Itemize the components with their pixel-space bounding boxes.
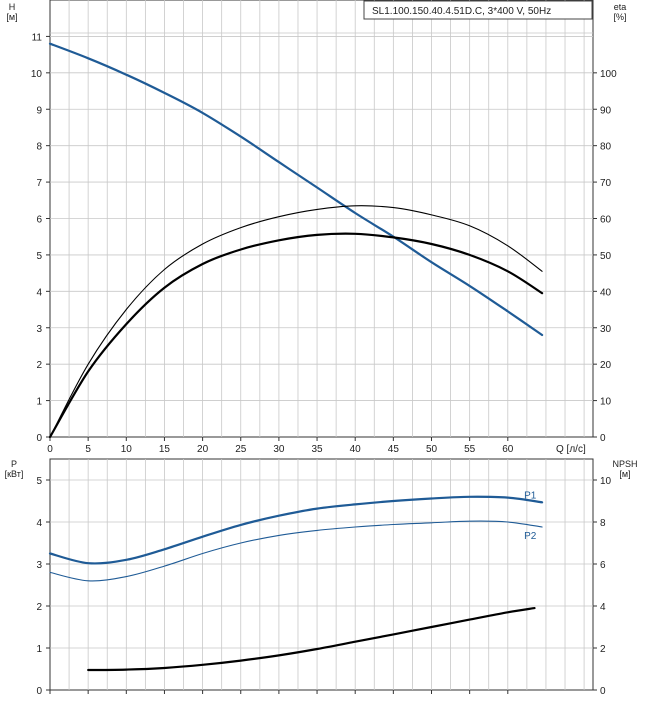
- head-efficiency-right-tick-label: 0: [600, 433, 606, 444]
- head-efficiency-left-tick-label: 10: [31, 69, 43, 80]
- head-efficiency-x-tick-label: 35: [311, 444, 323, 455]
- power-npsh-left-tick-label: 5: [36, 476, 42, 487]
- head-efficiency-right-tick-label: 10: [600, 397, 612, 408]
- power-npsh-right-tick-label: 8: [600, 518, 606, 529]
- head-efficiency-left-axis-unit: [м]: [6, 12, 17, 22]
- head-efficiency-x-tick-label: 40: [350, 444, 362, 455]
- head-efficiency-series-1-line: [49, 205, 543, 438]
- head-efficiency-x-tick-label: 50: [426, 444, 438, 455]
- head-efficiency-right-axis-title: eta: [614, 2, 627, 12]
- head-efficiency-x-tick-label: 10: [121, 444, 133, 455]
- power-npsh-right-tick-label: 10: [600, 476, 612, 487]
- head-efficiency-right-tick-label: 100: [600, 69, 617, 80]
- series-p1-label: P1: [524, 490, 537, 501]
- head-efficiency-x-tick-label: 20: [197, 444, 209, 455]
- head-efficiency-x-tick-label: 60: [502, 444, 514, 455]
- head-efficiency-left-tick-label: 4: [36, 287, 42, 298]
- power-npsh-left-axis-unit: [кВт]: [5, 469, 24, 479]
- head-efficiency-left-tick-label: 1: [36, 397, 42, 408]
- series-p1-line: [48, 495, 544, 565]
- head-efficiency-right-tick-label: 40: [600, 287, 612, 298]
- head-efficiency-x-axis-label: Q [л/с]: [556, 444, 586, 455]
- head-efficiency-left-axis-title: H: [9, 2, 16, 12]
- head-efficiency-left-tick-label: 8: [36, 142, 42, 153]
- series-p2-label: P2: [524, 531, 537, 542]
- power-npsh-right-tick-label: 2: [600, 644, 606, 655]
- head-efficiency-right-tick-label: 20: [600, 360, 612, 371]
- head-efficiency-right-tick-label: 90: [600, 105, 612, 116]
- head-efficiency-x-tick-label: 45: [388, 444, 400, 455]
- head-efficiency-right-tick-label: 50: [600, 251, 612, 262]
- head-efficiency-x-tick-label: 0: [47, 444, 53, 455]
- head-efficiency-x-tick-label: 25: [235, 444, 247, 455]
- head-efficiency-left-tick-label: 9: [36, 105, 42, 116]
- head-efficiency-x-tick-label: 55: [464, 444, 476, 455]
- power-npsh-right-tick-label: 6: [600, 560, 606, 571]
- head-efficiency-left-tick-label: 6: [36, 215, 42, 226]
- head-efficiency-series-2-line: [48, 232, 544, 439]
- head-efficiency-x-tick-label: 15: [159, 444, 171, 455]
- power-npsh-left-axis-title: P: [11, 459, 17, 469]
- head-efficiency-series-0-line: [48, 42, 544, 337]
- head-efficiency-right-tick-label: 30: [600, 324, 612, 335]
- head-efficiency-left-tick-label: 11: [32, 32, 43, 43]
- head-efficiency-x-tick-label: 5: [85, 444, 91, 455]
- power-npsh-left-tick-label: 1: [36, 644, 42, 655]
- head-efficiency-left-tick-label: 7: [36, 178, 42, 189]
- head-efficiency-right-tick-label: 80: [600, 142, 612, 153]
- power-npsh-right-axis-title: NPSH: [612, 459, 637, 469]
- power-npsh-left-tick-label: 4: [36, 518, 42, 529]
- head-efficiency-right-axis-unit: [%]: [613, 12, 626, 22]
- power-npsh-left-tick-label: 0: [36, 686, 42, 697]
- model-label-box: SL1.100.150.40.4.51D.C, 3*400 V, 50Hz: [363, 0, 593, 20]
- head-efficiency-left-tick-label: 5: [36, 251, 42, 262]
- power-npsh-left-tick-label: 2: [36, 602, 42, 613]
- model-label: SL1.100.150.40.4.51D.C, 3*400 V, 50Hz: [372, 6, 551, 17]
- head-efficiency-left-tick-label: 3: [36, 324, 42, 335]
- head-efficiency-left-tick-label: 2: [36, 360, 42, 371]
- power-npsh-right-tick-label: 0: [600, 686, 606, 697]
- head-efficiency-right-tick-label: 70: [600, 178, 612, 189]
- power-npsh-left-tick-label: 3: [36, 560, 42, 571]
- power-npsh-right-tick-label: 4: [600, 602, 606, 613]
- head-efficiency-x-tick-label: 30: [273, 444, 285, 455]
- head-efficiency-right-tick-label: 60: [600, 215, 612, 226]
- power-npsh-series-2-line: [87, 607, 536, 672]
- series-p2-line: [49, 520, 543, 582]
- power-npsh-plot-frame: [49, 458, 594, 691]
- head-efficiency-left-tick-label: 0: [36, 433, 42, 444]
- power-npsh-right-axis-unit: [м]: [619, 469, 630, 479]
